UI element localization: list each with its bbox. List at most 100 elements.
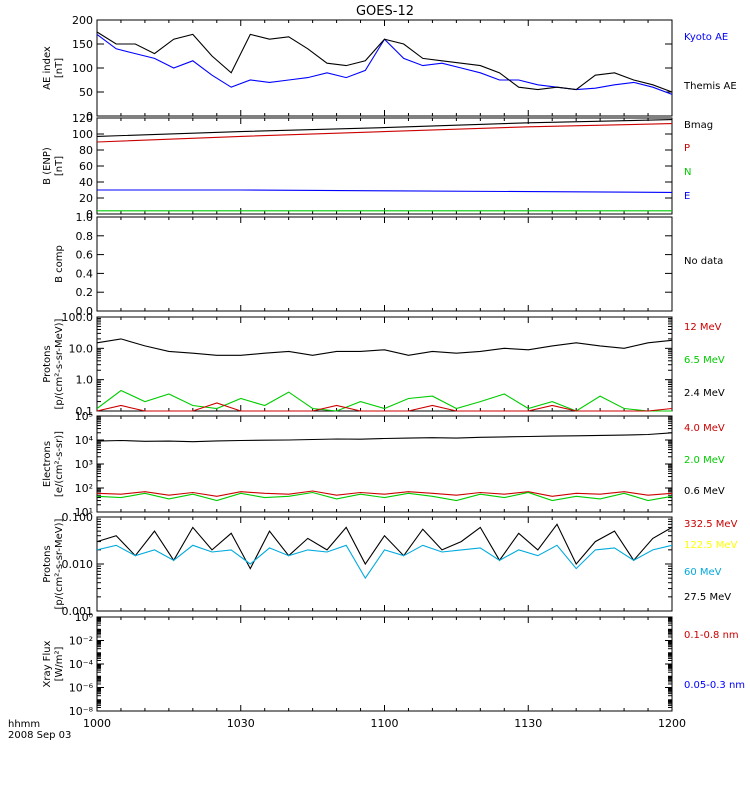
series-2-4-mev xyxy=(96,338,673,356)
time-label: hhmm xyxy=(8,719,40,730)
series-12-mev xyxy=(96,402,673,412)
series-themis-ae xyxy=(96,31,673,93)
y-tick-label: 10.0 xyxy=(69,342,94,355)
y-axis-label: B comp xyxy=(54,245,65,283)
series-p xyxy=(96,123,673,143)
y-axis-label: [e/(cm²-s-sr)] xyxy=(54,431,65,497)
y-axis-label: [W/m²] xyxy=(54,646,65,681)
panel-ae: 0 50 100 150 200 AE index [nT] Kyoto AE Themis A… xyxy=(42,14,737,123)
y-tick-label: 10³ xyxy=(75,458,93,471)
x-tick-label: 1100 xyxy=(371,717,399,730)
y-tick-label: 1.0 xyxy=(76,374,94,387)
legend-entry: 60 MeV xyxy=(684,567,722,578)
x-tick-label: 1200 xyxy=(658,717,686,730)
panel-bcomp: 0.0 0.2 0.4 0.6 0.8 1.0 B comp No data xyxy=(54,211,723,318)
legend-entry: E xyxy=(684,191,690,202)
y-tick-label: 0.8 xyxy=(76,230,94,243)
series-6-5-mev xyxy=(96,389,672,412)
x-axis: 1000 1030 1100 1130 1200 xyxy=(83,717,686,730)
y-tick-label: 120 xyxy=(72,112,93,125)
panel-frame xyxy=(96,516,673,612)
panel-protons1: 0.1 1.0 10.0 100.0 Protons [p/(cm²-s-sr-MeV)]… xyxy=(42,311,725,418)
series-27-5-mev xyxy=(96,523,673,570)
legend-entry: 27.5 MeV xyxy=(684,592,731,603)
y-tick-label: 0.010 xyxy=(62,558,94,571)
legend-entry: 4.0 MeV xyxy=(684,423,725,434)
legend-entry: 2.4 MeV xyxy=(684,388,725,399)
y-tick-label: 10¹ xyxy=(75,506,93,519)
legend-entry: 2.0 MeV xyxy=(684,455,725,466)
legend-entry: Bmag xyxy=(684,120,713,131)
y-tick-label: 100 xyxy=(72,128,93,141)
y-axis-label: AE index xyxy=(42,46,53,90)
y-tick-label: 150 xyxy=(72,38,93,51)
series-60-mev xyxy=(96,544,673,580)
legend-entry: 0.6 MeV xyxy=(684,486,725,497)
panel-frame xyxy=(96,117,673,215)
y-tick-label: 100.0 xyxy=(62,311,94,324)
y-tick-label: 0.4 xyxy=(76,267,94,280)
series-e xyxy=(97,189,673,193)
panel-frame xyxy=(96,616,673,712)
y-tick-label: 0.100 xyxy=(62,511,94,524)
y-tick-label: 10⁻⁴ xyxy=(69,658,94,671)
y-tick-label: 1.0 xyxy=(76,211,94,224)
y-tick-label: 10⁵ xyxy=(75,410,93,423)
y-tick-label: 10⁻⁸ xyxy=(69,705,94,718)
y-tick-label: 50 xyxy=(79,86,93,99)
series-kyoto-ae xyxy=(96,33,673,95)
y-axis-label: [nT] xyxy=(54,156,65,176)
y-tick-label: 100 xyxy=(72,62,93,75)
legend-entry: 12 MeV xyxy=(684,322,722,333)
y-tick-label: 10⁴ xyxy=(75,434,94,447)
y-tick-label: 40 xyxy=(79,176,93,189)
legend-entry: 0.1-0.8 nm xyxy=(684,630,739,641)
y-tick-label: 0.6 xyxy=(76,249,94,262)
panel-frame xyxy=(96,216,673,312)
y-tick-label: 200 xyxy=(72,14,93,27)
series-2-0-mev xyxy=(96,491,673,502)
chart-title: GOES-12 xyxy=(356,4,414,19)
series-0-6-mev xyxy=(96,432,673,443)
series-bmag xyxy=(96,119,673,137)
legend-entry: P xyxy=(684,143,690,154)
panel-bfield: 0 20 40 60 80 100 120 B (ENP) [nT] Bmag P N E xyxy=(42,112,713,221)
y-tick-label: 80 xyxy=(79,144,93,157)
legend-entry: 332.5 MeV xyxy=(684,519,738,530)
x-tick-label: 1000 xyxy=(83,717,111,730)
y-axis-label: Protons xyxy=(42,345,53,382)
legend-entry: Themis AE xyxy=(683,81,737,92)
y-axis-label: Xray Flux xyxy=(42,640,53,687)
panel-xray: 10⁻⁸ 10⁻⁶ 10⁻⁴ 10⁻² 10⁰ Xray Flux [W/m²] 0.1-0.… xyxy=(42,611,745,718)
y-axis-label: Protons xyxy=(42,545,53,582)
y-tick-label: 10⁻² xyxy=(69,635,93,648)
y-axis-label: [p/(cm²-s-sr-MeV)] xyxy=(54,318,65,409)
panel-protons2: 0.001 0.010 0.100 Protons [p/(cm²-s-sr-MeV)]… xyxy=(42,511,738,618)
y-axis-label: [nT] xyxy=(54,58,65,78)
y-tick-label: 10⁻⁶ xyxy=(69,682,94,695)
y-axis-label: B (ENP) xyxy=(42,147,53,185)
y-tick-label: 0 xyxy=(86,110,93,123)
legend-entry: 0.05-0.3 nm xyxy=(684,680,745,691)
legend-entry: 122.5 MeV xyxy=(684,540,738,551)
legend-entry: N xyxy=(684,167,691,178)
legend-entry: Kyoto AE xyxy=(684,32,728,43)
y-tick-label: 10⁰ xyxy=(75,611,94,624)
y-tick-label: 0.2 xyxy=(76,286,94,299)
y-tick-label: 0 xyxy=(86,208,93,221)
x-tick-label: 1030 xyxy=(227,717,255,730)
series-4-0-mev xyxy=(96,490,673,497)
y-axis-label: [p/(cm²-s-sr-MeV)] xyxy=(54,518,65,609)
y-tick-label: 10² xyxy=(75,482,93,495)
y-tick-label: 60 xyxy=(79,160,93,173)
x-tick-label: 1130 xyxy=(514,717,542,730)
y-tick-label: 20 xyxy=(79,192,93,205)
y-tick-label: 0.0 xyxy=(76,305,94,318)
panel-frame xyxy=(96,316,673,412)
panel-electrons: 10¹ 10² 10³ 10⁴ 10⁵ Electrons [e/(cm²-s-sr)] 4.… xyxy=(42,410,725,519)
panel-frame xyxy=(96,19,673,117)
date-label: 2008 Sep 03 xyxy=(8,730,71,741)
legend-entry: 6.5 MeV xyxy=(684,355,725,366)
